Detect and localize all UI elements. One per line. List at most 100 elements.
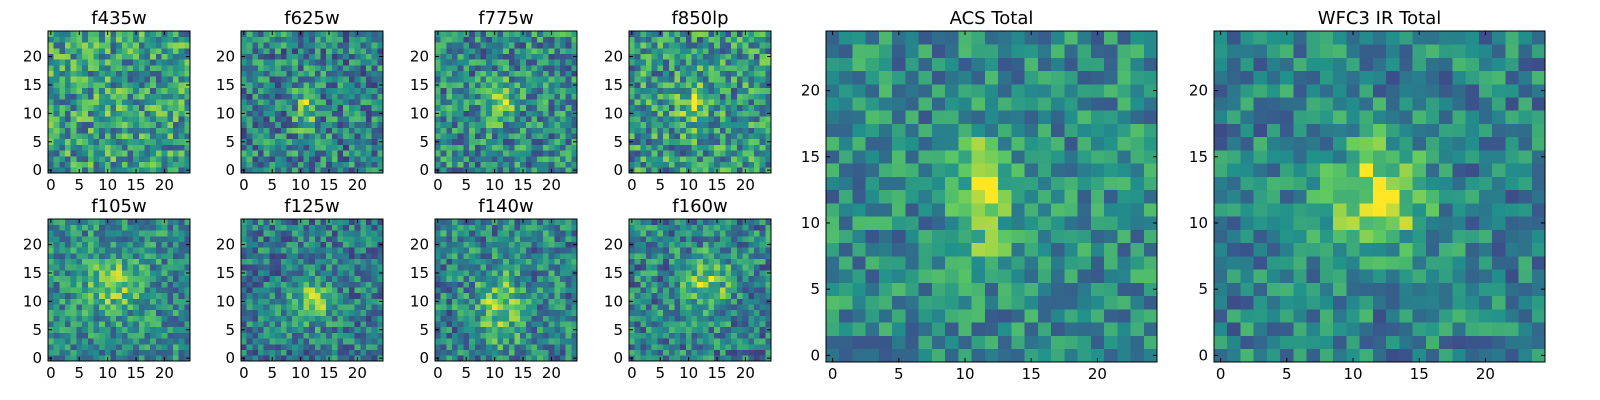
heatmap-cell	[446, 224, 453, 231]
heatmap-cell	[144, 82, 151, 89]
heatmap-cell	[371, 93, 378, 100]
heatmap-cell	[446, 270, 453, 277]
heatmap-cell	[702, 65, 709, 72]
heatmap-cell	[708, 161, 715, 168]
heatmap-cell	[731, 121, 738, 128]
heatmap-cell	[559, 309, 566, 316]
heatmap-cell	[87, 338, 94, 345]
heatmap-cell	[646, 48, 653, 55]
heatmap-cell	[87, 258, 94, 265]
heatmap-cell	[531, 349, 538, 356]
heatmap-cell	[167, 65, 174, 72]
heatmap-cell	[377, 121, 384, 128]
heatmap-cell	[138, 236, 145, 243]
heatmap-cell	[435, 42, 441, 49]
heatmap-cell	[559, 99, 566, 106]
heatmap-cell	[497, 309, 504, 316]
heatmap-cell	[275, 65, 282, 72]
heatmap-cell	[736, 42, 743, 49]
heatmap-cell	[354, 82, 361, 89]
heatmap-cell	[172, 275, 179, 282]
heatmap-cell	[559, 59, 566, 66]
heatmap-cell	[360, 104, 367, 111]
heatmap-cell	[178, 127, 185, 134]
heatmap-cell	[138, 138, 145, 145]
heatmap-cell	[121, 224, 128, 231]
heatmap-cell	[520, 48, 527, 55]
heatmap-cell	[559, 292, 566, 299]
heatmap-cell	[377, 264, 384, 271]
heatmap-cell	[508, 70, 515, 77]
heatmap-cell	[651, 144, 658, 151]
heatmap-cell	[571, 332, 578, 339]
heatmap-cell	[121, 349, 128, 356]
heatmap-cell	[76, 104, 83, 111]
heatmap-cell	[365, 264, 372, 271]
heatmap-cell	[508, 161, 515, 168]
heatmap-cell	[127, 121, 134, 128]
heatmap-cell	[331, 321, 338, 328]
heatmap-cell	[377, 87, 384, 94]
heatmap-cell	[674, 355, 681, 362]
heatmap-cell	[742, 304, 749, 311]
heatmap-cell	[531, 275, 538, 282]
heatmap-cell	[343, 332, 350, 339]
heatmap-cell	[337, 53, 344, 60]
heatmap-cell	[172, 116, 179, 123]
heatmap-cell	[76, 116, 83, 123]
heatmap-cell	[702, 287, 709, 294]
heatmap-cell	[297, 230, 304, 237]
heatmap-cell	[286, 309, 293, 316]
heatmap-cell	[127, 82, 134, 89]
heatmap-cell	[365, 349, 372, 356]
heatmap-cell	[508, 321, 515, 328]
heatmap-cell	[714, 315, 721, 322]
heatmap-cell	[337, 247, 344, 254]
heatmap-cell	[474, 326, 481, 333]
heatmap-cell	[446, 281, 453, 288]
heatmap-cell	[474, 321, 481, 328]
heatmap-cell	[708, 338, 715, 345]
heatmap-cell	[668, 315, 675, 322]
heatmap-cell	[280, 247, 287, 254]
heatmap-cell	[104, 48, 111, 55]
heatmap-cell	[497, 167, 504, 174]
heatmap-cell	[286, 87, 293, 94]
heatmap-cell	[76, 236, 83, 243]
heatmap-cell	[554, 349, 561, 356]
heatmap-cell	[657, 304, 664, 311]
heatmap-cell	[491, 338, 498, 345]
heatmap-cell	[503, 59, 510, 66]
heatmap-cell	[463, 82, 470, 89]
heatmap-cell	[508, 48, 515, 55]
heatmap-cell	[520, 36, 527, 43]
heatmap-cell	[280, 281, 287, 288]
heatmap-cell	[702, 48, 709, 55]
heatmap-cell	[258, 338, 265, 345]
heatmap-cell	[297, 321, 304, 328]
heatmap-cell	[59, 127, 66, 134]
heatmap-cell	[309, 104, 316, 111]
heatmap-cell	[537, 121, 544, 128]
heatmap-cell	[571, 36, 578, 43]
heatmap-cell	[697, 281, 704, 288]
heatmap-cell	[70, 104, 77, 111]
heatmap-cell	[286, 275, 293, 282]
heatmap-cell	[99, 31, 106, 37]
heatmap-cell	[674, 150, 681, 157]
heatmap-cell	[337, 127, 344, 134]
heatmap-cell	[469, 138, 476, 145]
heatmap-cell	[178, 110, 185, 117]
heatmap-cell	[269, 87, 276, 94]
heatmap-cell	[320, 219, 327, 225]
heatmap-cell	[343, 236, 350, 243]
heatmap-cell	[565, 36, 572, 43]
heatmap-cell	[646, 104, 653, 111]
heatmap-cell	[457, 247, 464, 254]
heatmap-cell	[537, 343, 544, 350]
heatmap-cell	[178, 349, 185, 356]
heatmap-cell	[252, 31, 259, 37]
heatmap-cell	[178, 65, 185, 72]
heatmap-cell	[759, 321, 766, 328]
heatmap-cell	[565, 270, 572, 277]
